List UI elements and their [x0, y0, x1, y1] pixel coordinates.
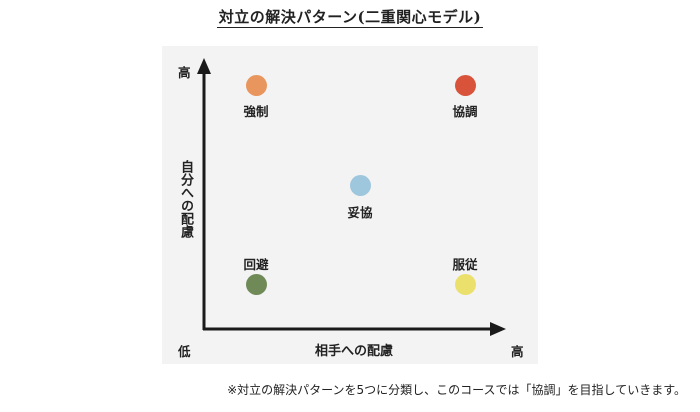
label-collaborating: 協調: [452, 104, 478, 119]
dot-compromising: [350, 175, 371, 196]
label-competing: 強制: [243, 104, 269, 119]
dot-accommodating: [455, 274, 476, 295]
y-axis-high-label: 高: [178, 65, 191, 80]
label-avoiding: 回避: [243, 257, 269, 272]
x-axis-arrow-icon: [490, 322, 506, 336]
footnote: ※対立の解決パターンを5つに分類し、このコースでは「協調」を目指していきます。: [227, 383, 686, 397]
label-compromising: 妥協: [347, 205, 373, 220]
dot-competing: [246, 75, 267, 96]
y-axis-low-label: 低: [178, 344, 191, 359]
diagram-title: 対立の解決パターン(二重関心モデル): [216, 8, 484, 28]
dot-collaborating: [455, 75, 476, 96]
x-axis-label: 相手への配慮: [314, 344, 393, 359]
diagram-panel: [162, 46, 538, 364]
y-axis-arrow-icon: [197, 58, 211, 74]
x-axis-high-label: 高: [511, 344, 524, 359]
dot-avoiding: [246, 274, 267, 295]
label-accommodating: 服従: [452, 257, 478, 272]
y-axis-label: 自分への配慮: [178, 160, 193, 238]
